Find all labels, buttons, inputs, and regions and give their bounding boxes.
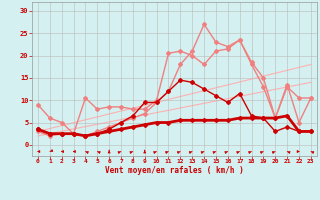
X-axis label: Vent moyen/en rafales ( km/h ): Vent moyen/en rafales ( km/h ) bbox=[105, 166, 244, 175]
